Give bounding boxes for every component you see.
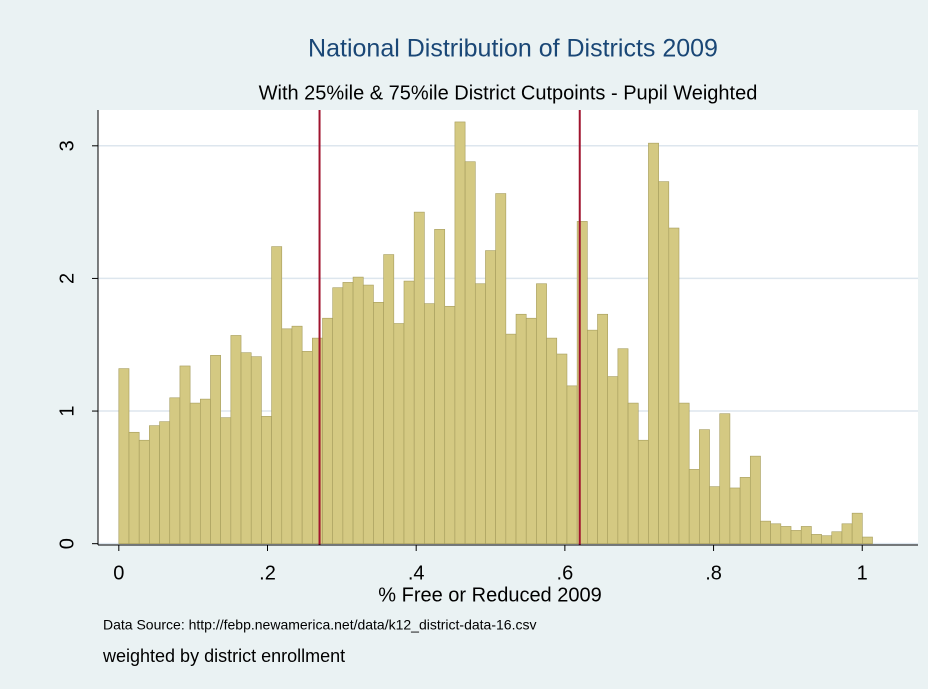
bar — [648, 142, 659, 544]
bar — [291, 325, 303, 544]
bar — [821, 535, 833, 544]
bar — [169, 397, 181, 544]
bar — [800, 526, 812, 544]
bar — [352, 276, 364, 544]
bar — [271, 246, 283, 544]
bar — [128, 431, 140, 544]
bar — [556, 353, 568, 544]
x-axis-label: % Free or Reduced 2009 — [378, 584, 601, 606]
bar — [505, 333, 517, 544]
bar — [841, 523, 853, 544]
bar — [851, 512, 863, 544]
bar — [811, 534, 822, 544]
bar — [261, 416, 272, 544]
bar — [617, 348, 629, 544]
bar — [189, 402, 201, 544]
x-tick-label: .2 — [259, 562, 276, 584]
bar — [240, 352, 252, 544]
y-tick-label: 2 — [56, 273, 78, 284]
bar — [495, 193, 507, 544]
bar — [322, 317, 333, 544]
bar — [332, 287, 344, 544]
bar — [179, 365, 191, 544]
bar — [678, 402, 690, 544]
bar — [250, 356, 262, 544]
note: weighted by district enrollment — [102, 646, 345, 666]
chart-title: National Distribution of Districts 2009 — [308, 35, 718, 63]
bar — [444, 305, 456, 544]
bar — [312, 337, 323, 544]
bar — [831, 531, 843, 544]
bar — [739, 477, 751, 544]
y-tick-label: 3 — [56, 140, 78, 151]
x-tick-label: .6 — [557, 562, 574, 584]
bar — [199, 398, 211, 544]
bar — [118, 368, 130, 544]
y-tick-label: 1 — [56, 405, 78, 416]
note: Data Source: http://febp.newamerica.net/… — [103, 617, 536, 633]
bar — [597, 313, 608, 544]
bar — [749, 455, 761, 544]
bar — [403, 280, 415, 544]
bar — [342, 282, 354, 544]
bar — [301, 351, 313, 544]
bar — [515, 313, 527, 544]
bar — [220, 417, 232, 544]
bar — [566, 385, 578, 544]
bar — [393, 323, 405, 544]
bar — [719, 413, 731, 544]
bar — [474, 283, 486, 544]
bar — [770, 523, 782, 544]
bar — [149, 425, 160, 544]
x-tick-label: .8 — [705, 562, 722, 584]
x-tick-label: 0 — [113, 562, 124, 584]
bar — [413, 211, 425, 544]
bar — [658, 181, 670, 544]
bar — [699, 429, 710, 544]
bar — [637, 439, 649, 544]
bar — [210, 355, 221, 544]
bar — [383, 254, 395, 544]
bar — [688, 469, 700, 544]
x-tick-label: 1 — [857, 562, 868, 584]
y-tick-label: 0 — [56, 538, 78, 549]
bar — [525, 317, 537, 544]
bar — [780, 526, 792, 544]
bar — [159, 421, 171, 544]
bar — [760, 520, 771, 544]
bar — [668, 227, 680, 544]
bar — [464, 161, 476, 544]
bar — [362, 284, 374, 544]
bar — [536, 283, 547, 544]
bar — [627, 402, 639, 544]
bar — [862, 536, 873, 544]
bar — [281, 328, 293, 544]
bar — [138, 439, 150, 544]
bar — [790, 530, 802, 544]
x-tick-label: .4 — [408, 562, 425, 584]
bar — [230, 335, 242, 544]
bar — [587, 329, 598, 544]
bar — [434, 229, 446, 544]
bar — [373, 302, 384, 544]
bar — [576, 221, 588, 544]
chart-subtitle: With 25%ile & 75%ile District Cutpoints … — [259, 82, 758, 104]
bar — [546, 337, 558, 544]
bar — [485, 250, 496, 544]
bar — [729, 487, 741, 544]
bar — [454, 121, 466, 544]
bar — [424, 303, 435, 544]
bar — [607, 376, 619, 544]
bar — [709, 486, 721, 544]
